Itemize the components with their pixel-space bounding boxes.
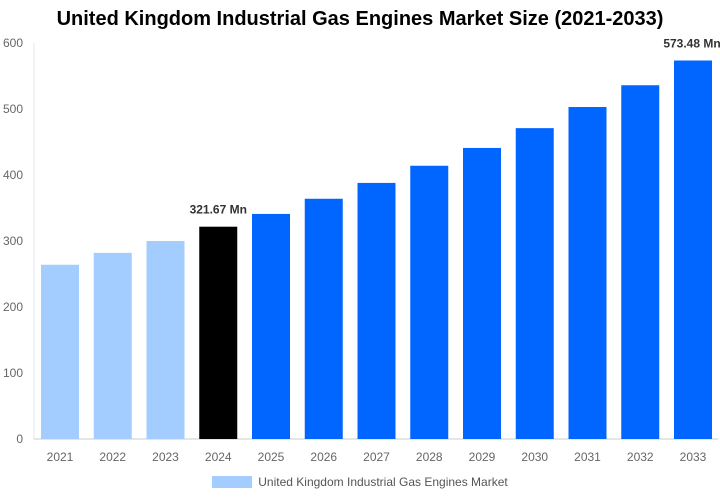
x-tick-label: 2022 xyxy=(99,450,126,464)
legend: United Kingdom Industrial Gas Engines Ma… xyxy=(0,475,720,489)
x-tick-label: 2029 xyxy=(469,450,496,464)
x-tick-label: 2024 xyxy=(205,450,232,464)
y-tick-label: 500 xyxy=(3,102,23,116)
data-label-2033: 573.48 Mn xyxy=(663,37,720,51)
bar-2028 xyxy=(410,165,449,439)
y-tick-label: 200 xyxy=(3,300,23,314)
bar-2027 xyxy=(357,182,396,440)
x-tick-label: 2032 xyxy=(627,450,654,464)
bar-2021 xyxy=(41,264,79,439)
bar-2029 xyxy=(463,147,501,439)
x-tick-label: 2028 xyxy=(416,450,443,464)
bar-2024 xyxy=(199,226,238,439)
chart-title: United Kingdom Industrial Gas Engines Ma… xyxy=(56,8,664,30)
x-tick-label: 2025 xyxy=(258,450,285,464)
bar-2030 xyxy=(515,128,554,439)
x-tick-label: 2030 xyxy=(521,450,548,464)
x-tick-label: 2027 xyxy=(363,450,390,464)
y-tick-label: 300 xyxy=(3,234,23,248)
x-tick-label: 2021 xyxy=(47,450,74,464)
bar-2026 xyxy=(304,198,343,439)
y-tick-label: 100 xyxy=(3,366,23,380)
data-label-2024: 321.67 Mn xyxy=(190,203,247,217)
y-tick-label: 400 xyxy=(3,168,23,182)
bar-2032 xyxy=(621,85,660,440)
x-tick-label: 2031 xyxy=(574,450,601,464)
legend-swatch xyxy=(212,476,253,488)
y-tick-label: 600 xyxy=(3,36,23,50)
bar-2033 xyxy=(674,60,712,439)
bar-2023 xyxy=(146,241,185,439)
x-tick-label: 2026 xyxy=(310,450,337,464)
bar-2025 xyxy=(252,213,290,439)
bar-2022 xyxy=(93,252,132,439)
bar-2031 xyxy=(568,107,607,440)
legend-label: United Kingdom Industrial Gas Engines Ma… xyxy=(258,475,508,489)
y-tick-label: 0 xyxy=(16,432,23,446)
x-tick-label: 2033 xyxy=(680,450,707,464)
x-tick-label: 2023 xyxy=(152,450,179,464)
